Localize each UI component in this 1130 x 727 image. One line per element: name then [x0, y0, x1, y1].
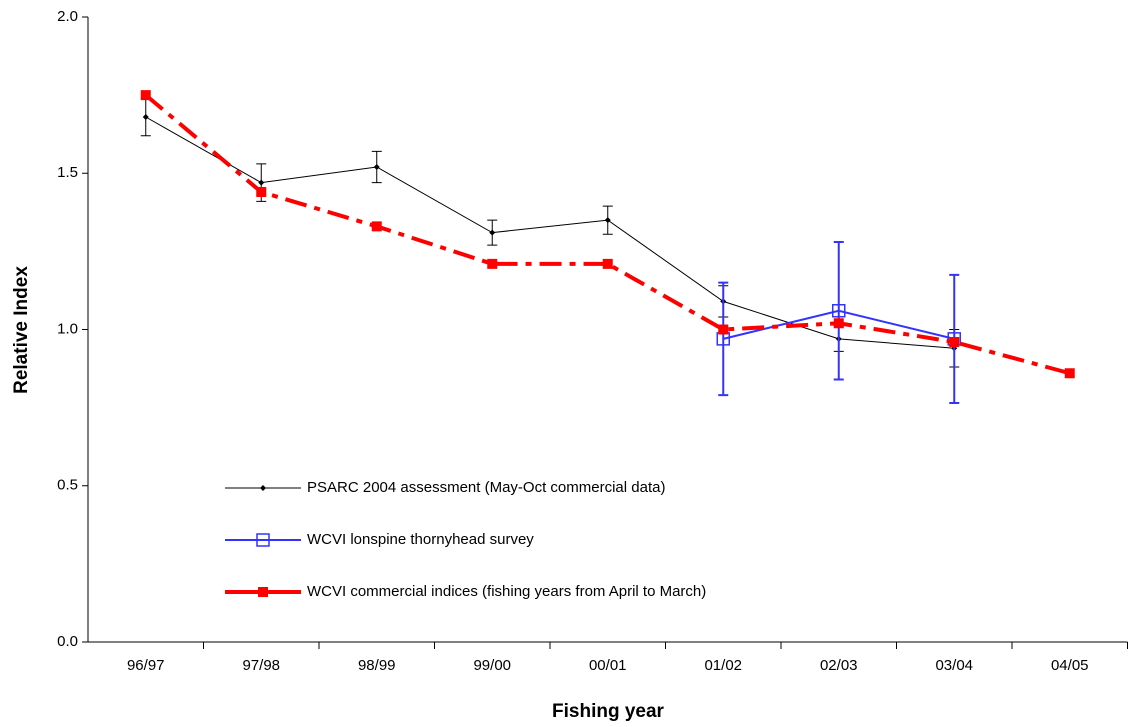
y-tick-label: 1.5 — [57, 164, 78, 181]
series-line — [145, 116, 955, 349]
y-tick-label: 0.0 — [57, 633, 78, 650]
x-tick-label: 99/00 — [473, 657, 511, 674]
marker — [949, 337, 960, 347]
x-axis-title: Fishing year — [552, 701, 665, 722]
series-line — [144, 93, 1071, 376]
marker — [256, 187, 267, 197]
marker — [260, 485, 266, 491]
x-tick-label: 98/99 — [358, 657, 396, 674]
marker — [142, 114, 149, 120]
marker — [718, 324, 729, 335]
y-tick-label: 2.0 — [57, 8, 78, 25]
marker — [487, 258, 498, 269]
marker — [373, 164, 380, 170]
x-tick-label: 01/02 — [704, 657, 742, 674]
marker — [1064, 368, 1075, 379]
legend-label: PSARC 2004 assessment (May-Oct commercia… — [307, 479, 665, 496]
marker — [489, 229, 496, 236]
x-tick-label: 97/98 — [242, 657, 280, 674]
x-tick-label: 04/05 — [1051, 657, 1089, 674]
x-tick-label: 96/97 — [127, 657, 165, 674]
marker — [258, 179, 265, 186]
y-tick-label: 1.0 — [57, 320, 78, 337]
marker — [602, 258, 613, 269]
series-line — [723, 309, 955, 340]
marker — [371, 221, 382, 232]
x-tick-label: 00/01 — [589, 657, 627, 674]
x-tick-label: 02/03 — [820, 657, 858, 674]
marker — [258, 587, 268, 597]
marker — [833, 318, 844, 329]
marker — [604, 217, 611, 224]
marker — [256, 533, 270, 547]
legend-label: WCVI commercial indices (fishing years f… — [307, 583, 706, 600]
legend-label: WCVI lonspine thornyhead survey — [307, 531, 534, 548]
marker — [832, 304, 846, 318]
x-tick-label: 03/04 — [935, 657, 973, 674]
y-axis-title: Relative Index — [11, 266, 32, 394]
y-tick-label: 0.5 — [57, 477, 78, 494]
marker — [140, 90, 151, 101]
